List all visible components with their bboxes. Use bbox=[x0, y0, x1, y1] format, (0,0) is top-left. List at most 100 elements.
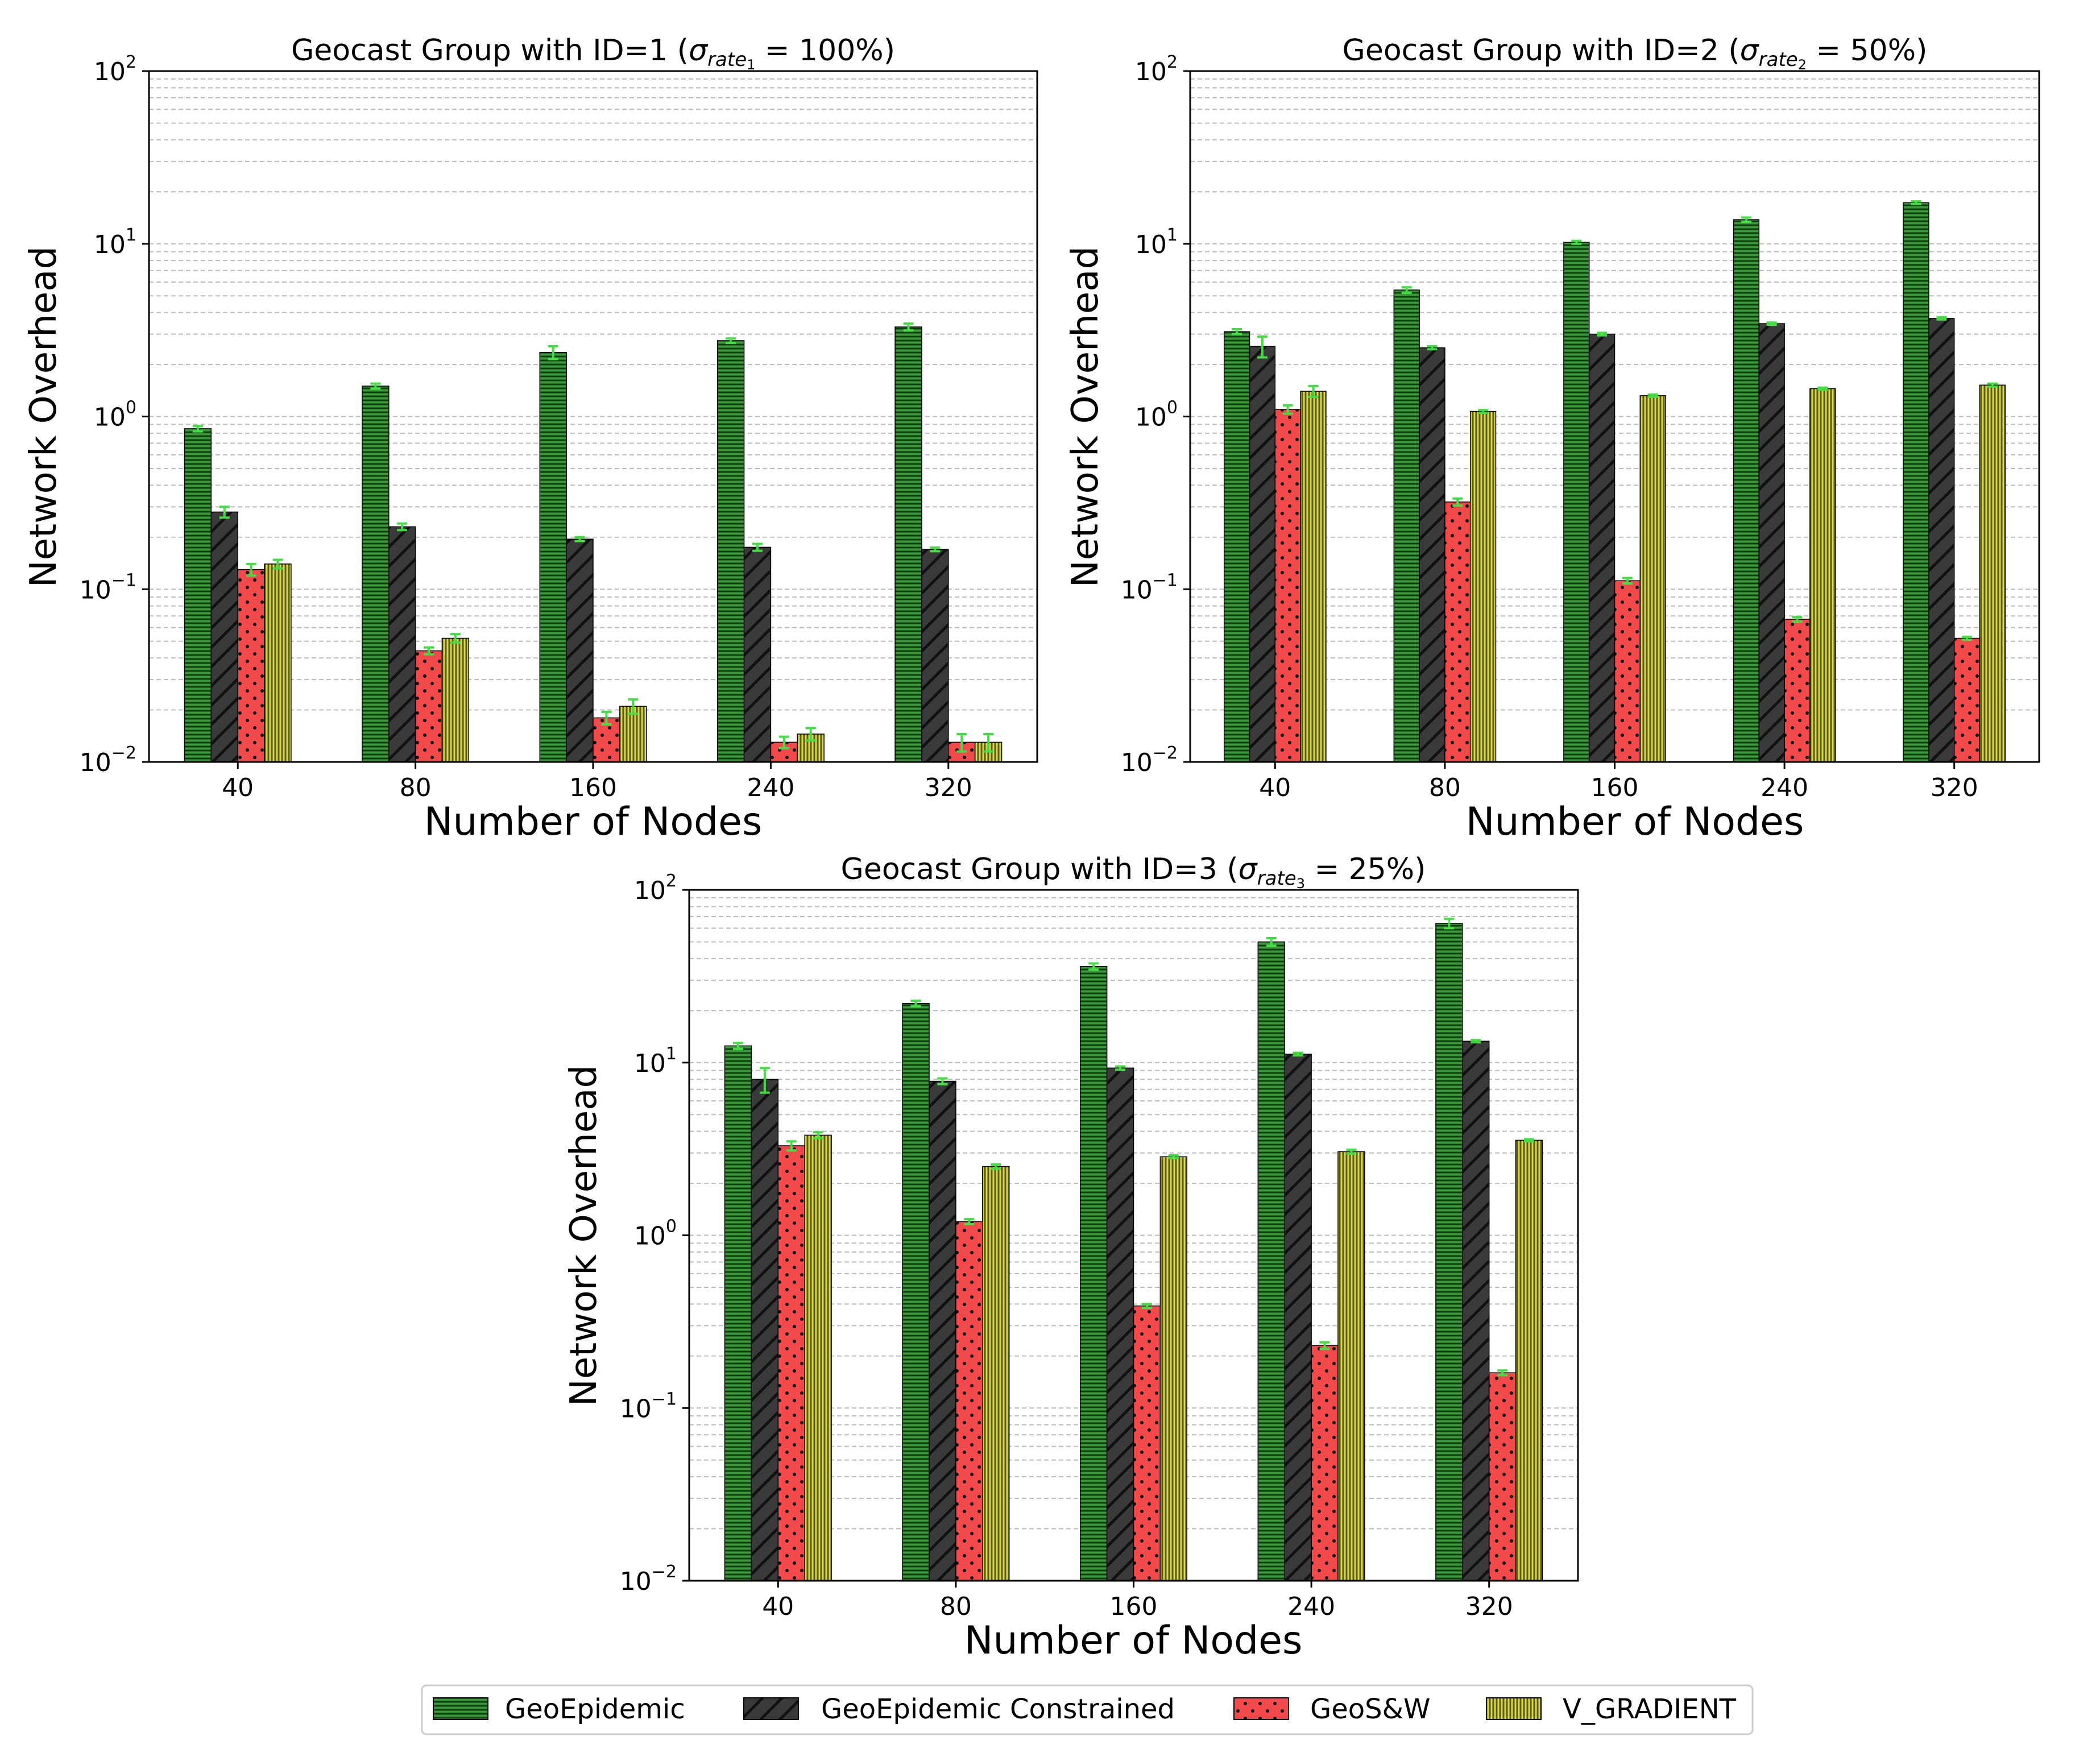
legend-swatch-geoepidemic-constrained bbox=[743, 1697, 799, 1720]
bar bbox=[1444, 502, 1471, 763]
bar bbox=[1079, 966, 1108, 1581]
x-axis-label: Number of Nodes bbox=[424, 799, 763, 844]
bar bbox=[982, 1166, 1010, 1581]
x-tick-label: 80 bbox=[1429, 773, 1461, 802]
bar bbox=[743, 546, 772, 763]
bar bbox=[724, 1045, 752, 1581]
grid-lines bbox=[149, 78, 1037, 711]
bar bbox=[1419, 347, 1445, 763]
y-axis-label: Network Overhead bbox=[563, 1065, 605, 1406]
bar bbox=[1106, 1067, 1134, 1581]
bar bbox=[1337, 1151, 1365, 1581]
bars bbox=[1223, 200, 2006, 763]
chart-title: Geocast Group with ID=1 (σrate1 = 100%) bbox=[291, 34, 895, 73]
bar bbox=[1588, 333, 1616, 763]
legend-label: GeoS&W bbox=[1310, 1693, 1430, 1725]
bar bbox=[929, 1080, 956, 1581]
bar bbox=[921, 549, 949, 763]
y-tick-label: 102 bbox=[1135, 52, 1178, 86]
legend-entry-v-gradient: V_GRADIENT bbox=[1486, 1693, 1737, 1725]
bar bbox=[902, 1002, 930, 1581]
x-tick-label: 40 bbox=[762, 1592, 794, 1621]
bar bbox=[1563, 242, 1590, 763]
bar bbox=[955, 1221, 983, 1581]
bar bbox=[1249, 346, 1276, 763]
bar bbox=[1979, 384, 2006, 763]
x-axis-label: Number of Nodes bbox=[1466, 799, 1804, 844]
x-tick-label: 240 bbox=[1287, 1592, 1335, 1621]
legend-swatch-v-gradient bbox=[1486, 1697, 1542, 1720]
bar bbox=[1274, 409, 1301, 763]
y-tick-label: 10−1 bbox=[1121, 570, 1178, 604]
y-tick-label: 10−2 bbox=[620, 1562, 677, 1596]
y-tick-label: 10−1 bbox=[80, 570, 136, 604]
bar bbox=[1435, 923, 1463, 1581]
x-tick-label: 80 bbox=[940, 1592, 972, 1621]
bar bbox=[264, 563, 292, 763]
bar bbox=[362, 386, 390, 763]
axis-ticks: 10−2 10−1 100 101 102 40 80 160 240 320 bbox=[1121, 52, 1978, 802]
legend-entry-geoepidemic-constrained: GeoEpidemic Constrained bbox=[743, 1693, 1175, 1725]
plot-frame bbox=[1189, 70, 2040, 763]
legend-label: GeoEpidemic bbox=[505, 1693, 685, 1725]
bar bbox=[1639, 395, 1666, 763]
legend-label: GeoEpidemic Constrained bbox=[821, 1693, 1175, 1725]
y-tick-label: 100 bbox=[634, 1217, 677, 1251]
legend: GeoEpidemic GeoEpidemic Constrained GeoS… bbox=[421, 1684, 1754, 1735]
bar bbox=[184, 428, 212, 763]
bar bbox=[1928, 318, 1955, 763]
bar bbox=[1488, 1372, 1517, 1581]
y-tick-label: 10−2 bbox=[80, 743, 136, 777]
x-tick-label: 240 bbox=[747, 773, 794, 802]
bar bbox=[1393, 289, 1420, 763]
axis-ticks: 10−2 10−1 100 101 102 40 80 160 240 320 bbox=[620, 871, 1513, 1621]
x-tick-label: 320 bbox=[1465, 1592, 1513, 1621]
bars bbox=[724, 917, 1543, 1581]
y-tick-label: 102 bbox=[634, 871, 677, 905]
y-tick-label: 101 bbox=[634, 1044, 677, 1078]
chart-title: Geocast Group with ID=3 (σrate3 = 25%) bbox=[841, 852, 1426, 892]
bar bbox=[1903, 202, 1929, 763]
bar bbox=[1758, 323, 1785, 763]
chart-geocast-group-1: Geocast Group with ID=1 (σrate1 = 100%) … bbox=[23, 34, 1038, 844]
y-tick-label: 100 bbox=[94, 398, 136, 432]
bar bbox=[619, 706, 647, 763]
legend-entry-geoepidemic: GeoEpidemic bbox=[433, 1693, 685, 1725]
x-tick-label: 160 bbox=[1110, 1592, 1158, 1621]
legend-entry-geosw: GeoS&W bbox=[1233, 1693, 1430, 1725]
bar bbox=[1133, 1305, 1161, 1581]
y-tick-label: 100 bbox=[1135, 398, 1178, 432]
y-tick-label: 10−2 bbox=[1121, 743, 1178, 777]
bar bbox=[777, 1145, 805, 1581]
bar bbox=[237, 569, 265, 763]
y-tick-label: 102 bbox=[94, 52, 136, 86]
y-axis-label: Network Overhead bbox=[23, 246, 65, 587]
bar bbox=[388, 526, 416, 763]
bar bbox=[1515, 1139, 1543, 1581]
y-tick-label: 101 bbox=[1135, 225, 1178, 259]
bar bbox=[415, 650, 443, 763]
x-tick-label: 40 bbox=[1259, 773, 1291, 802]
bar bbox=[566, 538, 594, 763]
bar bbox=[1733, 219, 1760, 763]
bar bbox=[716, 340, 745, 763]
x-tick-label: 80 bbox=[400, 773, 432, 802]
bar bbox=[1809, 388, 1836, 763]
axis-ticks: 10−2 10−1 100 101 102 40 80 160 240 320 bbox=[80, 52, 972, 802]
bars bbox=[184, 322, 1003, 763]
y-tick-label: 10−1 bbox=[620, 1389, 677, 1423]
x-axis-label: Number of Nodes bbox=[964, 1618, 1303, 1663]
bar bbox=[1784, 619, 1811, 763]
bar bbox=[1311, 1345, 1339, 1581]
x-tick-label: 320 bbox=[925, 773, 972, 802]
x-tick-label: 320 bbox=[1931, 773, 1978, 802]
bar bbox=[1223, 331, 1250, 763]
bar bbox=[1159, 1156, 1188, 1581]
y-tick-label: 101 bbox=[94, 225, 136, 259]
bar bbox=[1462, 1041, 1490, 1581]
bar bbox=[1953, 637, 1981, 763]
chart-title: Geocast Group with ID=2 (σrate2 = 50%) bbox=[1343, 34, 1928, 73]
legend-swatch-geoepidemic bbox=[433, 1697, 488, 1720]
plot-frame bbox=[148, 70, 1038, 763]
legend-label: V_GRADIENT bbox=[1563, 1693, 1737, 1725]
